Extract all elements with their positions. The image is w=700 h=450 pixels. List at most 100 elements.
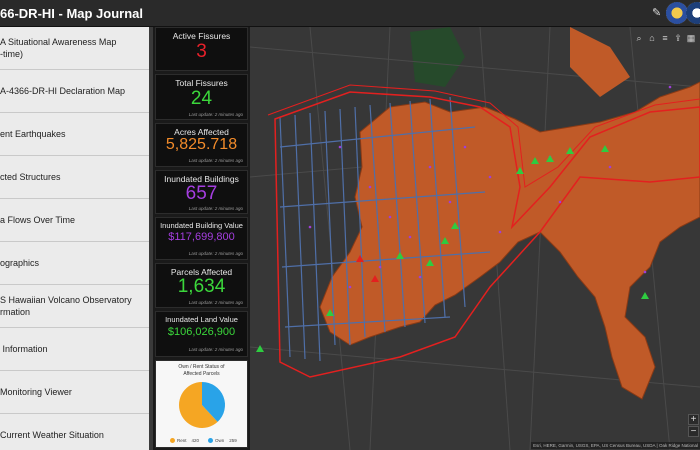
fissure-marker[interactable]	[546, 155, 554, 162]
legend-own-label: Own	[215, 438, 225, 443]
edit-icon[interactable]: ✎	[652, 7, 662, 19]
last-update: Last update: 2 minutes ago	[188, 300, 243, 305]
fissure-marker[interactable]	[326, 309, 334, 316]
zoom-out-button[interactable]: −	[688, 426, 699, 437]
lava-flow-north	[570, 27, 630, 97]
sidebar-item-label: Current Weather Situation	[0, 430, 104, 440]
rent-swatch	[170, 438, 175, 443]
agency-seal-logo	[686, 2, 700, 24]
legend-own: Own 259	[208, 438, 237, 443]
last-update: Last update: 2 minutes ago	[188, 112, 243, 117]
stat-label: Total Fissures	[175, 78, 228, 88]
outer-boundary	[267, 84, 700, 188]
fissure-marker[interactable]	[566, 147, 574, 154]
stat-value: 657	[185, 183, 218, 204]
last-update: Last update: 2 minutes ago	[188, 206, 243, 211]
subdivision-grid	[279, 96, 491, 362]
sidebar-item-demographics[interactable]: ographics	[0, 242, 149, 285]
sidebar-item-information[interactable]: Information	[0, 328, 149, 371]
zoom-in-button[interactable]: +	[688, 414, 699, 425]
fissure-markers[interactable]	[256, 145, 649, 352]
legend-rent-label: Rent	[177, 438, 187, 443]
legend-own-value: 259	[229, 438, 237, 443]
app-title: 66-DR-HI - Map Journal	[0, 6, 144, 21]
search-icon[interactable]: ⌕	[636, 33, 642, 43]
stat-card-active-fissures: Active Fissures 3	[155, 27, 248, 71]
sidebar-item-lava-flows[interactable]: a Flows Over Time	[0, 199, 149, 242]
layers-icon[interactable]: ≡	[662, 33, 668, 43]
stat-card-total-fissures: Total Fissures 24 Last update: 2 minutes…	[155, 74, 248, 120]
home-icon[interactable]: ⌂	[649, 33, 655, 43]
pie-title: Own / Rent Status of Affected Parcels	[178, 364, 225, 377]
sidebar-item-label: ent Earthquakes	[0, 129, 66, 139]
map-attribution: Esri, HERE, Garmin, USGS, EPA, US Census…	[531, 442, 700, 449]
fissure-marker[interactable]	[641, 292, 649, 299]
map-canvas[interactable]	[250, 27, 700, 450]
fissure-marker[interactable]	[601, 145, 609, 152]
fissure-marker[interactable]	[531, 157, 539, 164]
sidebar-item-label: S Hawaiian Volcano Observatory rmation	[0, 295, 132, 317]
stat-label: Inundated Land Value	[165, 315, 238, 324]
stat-label: Acres Affected	[174, 127, 229, 137]
stats-panel: Active Fissures 3 Total Fissures 24 Last…	[153, 27, 250, 450]
own-swatch	[208, 438, 213, 443]
map-toolbar: ⌕ ⌂ ≡ ⇪ ▦	[634, 33, 696, 43]
stat-label: Inundated Buildings	[164, 174, 239, 184]
sidebar-item-label: Monitoring Viewer	[0, 387, 72, 397]
app-header: 66-DR-HI - Map Journal ✎	[0, 0, 700, 27]
fissure-marker[interactable]	[451, 222, 459, 229]
stat-card-parcels-affected: Parcels Affected 1,634 Last update: 2 mi…	[155, 263, 248, 308]
last-update: Last update: 2 minutes ago	[188, 158, 243, 163]
stat-value: 3	[196, 41, 207, 62]
sidebar-item-earthquakes[interactable]: ent Earthquakes	[0, 113, 149, 156]
stat-card-building-value: Inundated Building Value $117,699,800 La…	[155, 217, 248, 260]
own-rent-pie-chart	[179, 382, 225, 428]
fissure-marker[interactable]	[396, 252, 404, 259]
map-view[interactable]: ⌕ ⌂ ≡ ⇪ ▦ + − Esri, HERE, Garmin, USGS, …	[250, 27, 700, 450]
legend-rent-value: 420	[191, 438, 200, 443]
stat-value: $117,699,800	[168, 231, 235, 243]
stat-label: Parcels Affected	[170, 267, 233, 277]
active-fissure-marker[interactable]	[371, 275, 379, 282]
stat-label: Active Fissures	[172, 31, 231, 41]
fissure-marker[interactable]	[441, 237, 449, 244]
sidebar-item-situational-map[interactable]: A Situational Awareness Map -time)	[0, 27, 149, 70]
pie-slice-rent	[179, 382, 218, 428]
last-update: Last update: 2 minutes ago	[188, 251, 243, 256]
declaration-boundary	[274, 91, 700, 378]
share-icon[interactable]: ⇪	[674, 33, 682, 43]
active-fissure-marker[interactable]	[356, 255, 364, 262]
stat-value: 5,825.718	[165, 136, 238, 153]
sidebar-item-declaration-map[interactable]: A-4366-DR-HI Declaration Map	[0, 70, 149, 113]
stat-value: 1,634	[177, 276, 226, 297]
stat-card-land-value: Inundated Land Value $106,026,900 Last u…	[155, 311, 248, 357]
stat-card-inundated-buildings: Inundated Buildings 657 Last update: 2 m…	[155, 170, 248, 214]
fissure-marker[interactable]	[256, 345, 264, 352]
sidebar-item-observatory[interactable]: S Hawaiian Volcano Observatory rmation	[0, 285, 149, 328]
forest-area	[410, 27, 465, 87]
stat-label: Inundated Building Value	[160, 221, 243, 230]
legend-rent: Rent 420	[170, 438, 199, 443]
pie-slice-own	[202, 382, 225, 422]
last-update: Last update: 2 minutes ago	[188, 347, 243, 352]
stat-value: $106,026,900	[167, 326, 236, 338]
sidebar-item-monitoring[interactable]: Monitoring Viewer	[0, 371, 149, 414]
sidebar-item-structures[interactable]: cted Structures	[0, 156, 149, 199]
grid-icon[interactable]: ▦	[686, 33, 696, 43]
stat-value: 24	[190, 88, 213, 109]
own-rent-chart-card: Own / Rent Status of Affected Parcels Re…	[155, 360, 248, 448]
fissure-marker[interactable]	[516, 167, 524, 174]
sidebar-scrollbar[interactable]	[149, 27, 153, 450]
sidebar-item-label: A-4366-DR-HI Declaration Map	[0, 86, 126, 96]
sidebar: A Situational Awareness Map -time) A-436…	[0, 27, 149, 450]
sidebar-item-label: cted Structures	[0, 172, 61, 182]
sidebar-item-label: a Flows Over Time	[0, 215, 76, 225]
lava-flow-area	[319, 81, 700, 400]
sidebar-item-label: Information	[0, 344, 48, 354]
fissure-marker[interactable]	[426, 259, 434, 266]
state-seal-logo	[666, 2, 688, 24]
sidebar-item-label: A Situational Awareness Map -time)	[0, 37, 117, 59]
sidebar-item-weather[interactable]: Current Weather Situation	[0, 414, 149, 450]
sidebar-item-label: ographics	[0, 258, 40, 268]
